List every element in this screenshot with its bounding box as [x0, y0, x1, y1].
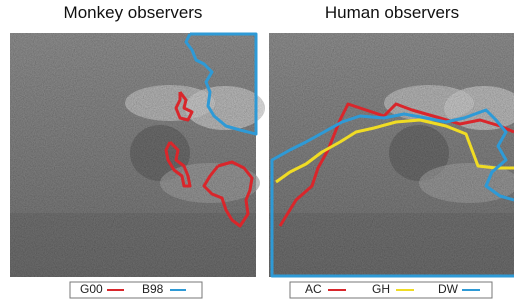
legend-label: G00	[80, 282, 103, 296]
panel-title: Human observers	[325, 3, 459, 22]
stimulus-image	[10, 33, 265, 277]
legend-label: DW	[438, 282, 459, 296]
stimulus-image	[269, 33, 514, 277]
legend-label: GH	[372, 282, 390, 296]
legend-label: B98	[142, 282, 164, 296]
legend-label: AC	[305, 282, 322, 296]
page: {"panels": [ {"title": "Monkey observers…	[0, 0, 514, 299]
figure: Monkey observers Human observers G00 B98…	[0, 0, 514, 299]
panel-title: Monkey observers	[64, 3, 203, 22]
